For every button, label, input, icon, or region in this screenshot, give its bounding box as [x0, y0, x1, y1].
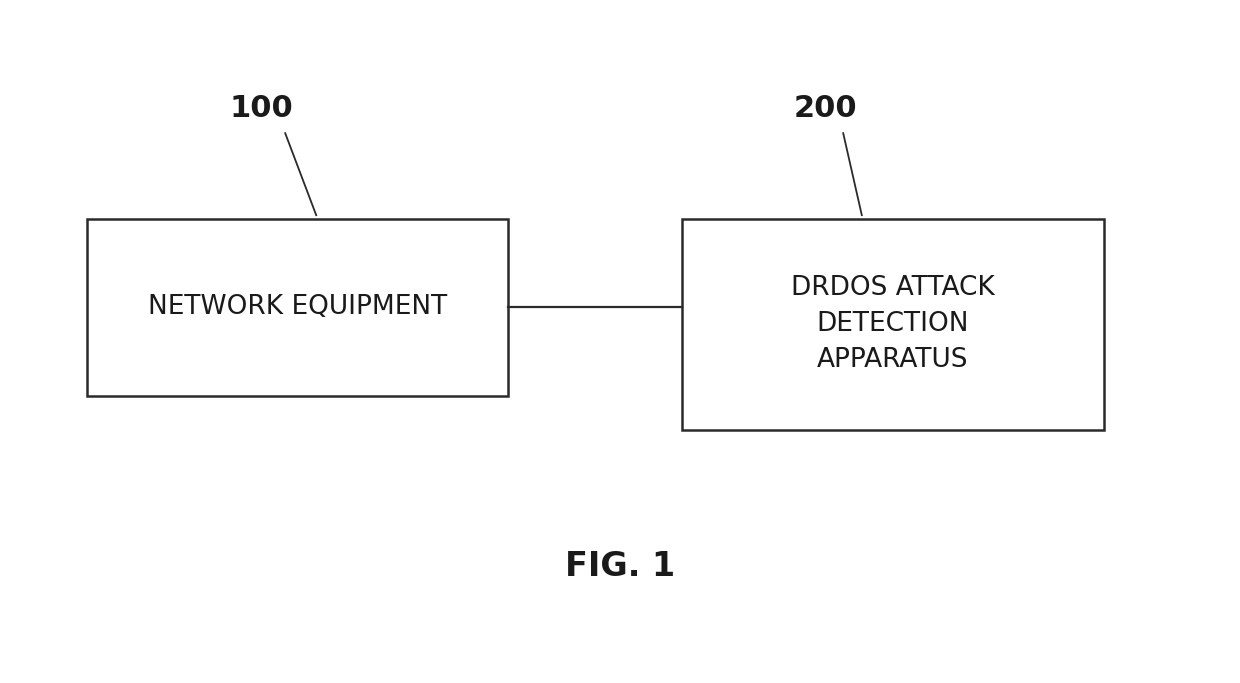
- Text: NETWORK EQUIPMENT: NETWORK EQUIPMENT: [148, 294, 448, 320]
- Text: 200: 200: [794, 94, 857, 123]
- Bar: [682, 219, 1104, 430]
- Text: DRDOS ATTACK
DETECTION
APPARATUS: DRDOS ATTACK DETECTION APPARATUS: [791, 275, 994, 374]
- Text: FIG. 1: FIG. 1: [565, 550, 675, 583]
- Text: 100: 100: [229, 94, 293, 123]
- Bar: [87, 219, 508, 396]
